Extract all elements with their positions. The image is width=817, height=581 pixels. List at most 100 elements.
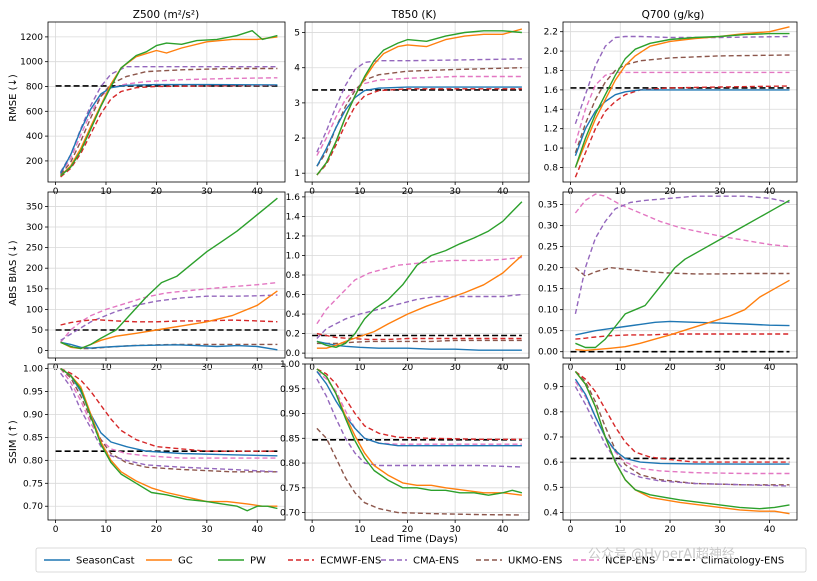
series-line-ecmwf-ens: [574, 370, 790, 463]
legend-label-ecmwf-ens: ECMWF-ENS: [320, 556, 381, 567]
series-line-ecmwf-ens: [575, 333, 790, 340]
y-tick-label: 0.5: [544, 483, 558, 493]
series-line-ncep-ens: [316, 370, 522, 445]
y-tick-label: 200: [26, 264, 43, 274]
y-tick-label: 1.4: [544, 105, 559, 115]
y-tick-label: 0.25: [538, 243, 558, 253]
y-tick-label: 1.00: [280, 360, 300, 370]
y-tick-label: 0.85: [23, 433, 43, 443]
series-line-ukmo-ens: [574, 371, 790, 486]
y-tick-label: 0: [37, 347, 43, 357]
y-tick-label: 1.6: [544, 86, 559, 96]
y-tick-label: 0.70: [23, 502, 43, 512]
series-line-pw: [60, 368, 278, 512]
series-group: [55, 367, 278, 512]
y-tick-label: 0.80: [23, 456, 43, 466]
col-title-z500: Z500 (m²/s²): [133, 9, 199, 21]
y-tick-label: 1.2: [286, 232, 300, 242]
series-group: [312, 201, 523, 351]
y-tick-label: 0.00: [538, 348, 558, 358]
series-line-cma-ens: [316, 378, 522, 468]
series-line-ncep-ens: [60, 77, 278, 174]
panel-grid: 0102030402004006008001000120001020304012…: [20, 21, 798, 535]
series-line-ukmo-ens: [574, 266, 790, 277]
y-tick-label: 200: [26, 157, 43, 167]
legend-label-ukmo-ens: UKMO-ENS: [508, 556, 562, 567]
legend-label-pw: PW: [250, 556, 266, 567]
y-tick-label: 350: [26, 202, 43, 212]
y-tick-label: 4: [294, 64, 300, 74]
y-tick-label: 1.2: [544, 125, 558, 135]
col-title-q700: Q700 (g/kg): [642, 9, 705, 21]
y-tick-label: 2.2: [544, 28, 558, 38]
y-tick-label: 0.8: [544, 408, 559, 418]
y-tick-label: 0.15: [538, 285, 558, 295]
series-line-seasoncast: [316, 86, 522, 167]
series-line-ncep-ens: [574, 193, 790, 248]
panel-frame: [47, 21, 286, 183]
y-tick-label: 300: [26, 223, 43, 233]
x-tick-label: 40: [764, 525, 776, 535]
panel-frame: [47, 363, 286, 521]
x-tick-label: 30: [201, 525, 213, 535]
y-tick-label: 50: [32, 326, 44, 336]
series-line-cma-ens: [316, 58, 522, 153]
series-line-seasoncast: [575, 320, 790, 336]
y-tick-label: 100: [26, 305, 43, 315]
series-line-pw: [574, 371, 790, 510]
y-tick-label: 0.20: [538, 264, 558, 274]
legend-frame: [35, 547, 807, 573]
y-tick-label: 2.0: [544, 47, 559, 57]
y-tick-label: 0.2: [286, 330, 300, 340]
y-tick-label: 0.9: [544, 383, 559, 393]
series-line-ecmwf-ens: [316, 88, 522, 176]
y-tick-label: 0.6: [286, 291, 301, 301]
series-line-pw: [60, 30, 278, 177]
y-tick-label: 400: [26, 132, 43, 142]
x-tick-label: 20: [151, 525, 163, 535]
y-tick-label: 1: [294, 169, 300, 179]
series-group: [55, 197, 278, 351]
y-tick-label: 5: [294, 29, 300, 39]
col-title-t850: T850 (K): [391, 9, 437, 21]
y-tick-label: 3: [294, 99, 300, 109]
series-line-ncep-ens: [60, 368, 278, 459]
series-line-pw: [60, 197, 278, 350]
series-line-ecmwf-ens: [574, 85, 790, 178]
x-tick-label: 10: [615, 525, 627, 535]
legend-label-gc: GC: [178, 556, 193, 567]
y-tick-label: 0.75: [23, 479, 43, 489]
y-tick-label: 600: [26, 107, 43, 117]
series-group: [570, 26, 790, 178]
series-line-ukmo-ens: [60, 368, 278, 473]
y-tick-label: 2: [294, 134, 300, 144]
panel-ssim-q700: 0 10 20 30 40 0.4 0.5 0.6 0.7 0.8 0.9: [544, 363, 798, 535]
y-tick-label: 0.80: [280, 459, 300, 469]
series-line-ncep-ens: [574, 71, 790, 144]
series-line-pw: [316, 30, 522, 176]
panel-frame: [562, 363, 798, 521]
x-tick-label: 20: [402, 525, 414, 535]
panel-bias-z500: 010203040050100150200250300350: [26, 191, 286, 373]
series-line-seasoncast: [574, 89, 790, 157]
series-line-gc: [575, 279, 790, 352]
x-tick-label: 0: [53, 525, 59, 535]
x-tick-label: 0: [568, 525, 574, 535]
series-group: [312, 368, 523, 516]
legend-label-climatology-ens: Climatology-ENS: [701, 556, 784, 567]
y-tick-label: 0.85: [280, 434, 300, 444]
y-tick-label: 0.05: [538, 327, 558, 337]
y-tick-label: 1200: [20, 33, 43, 43]
x-tick-label: 30: [449, 525, 461, 535]
series-line-cma-ens: [60, 294, 278, 341]
x-tick-label: 40: [497, 525, 509, 535]
panel-frame: [304, 21, 530, 183]
series-group: [570, 370, 790, 515]
x-tick-label: 0: [309, 525, 315, 535]
x-tick-label: 20: [664, 525, 676, 535]
legend-label-cma-ens: CMA-ENS: [413, 556, 459, 567]
series-line-ecmwf-ens: [316, 332, 522, 341]
